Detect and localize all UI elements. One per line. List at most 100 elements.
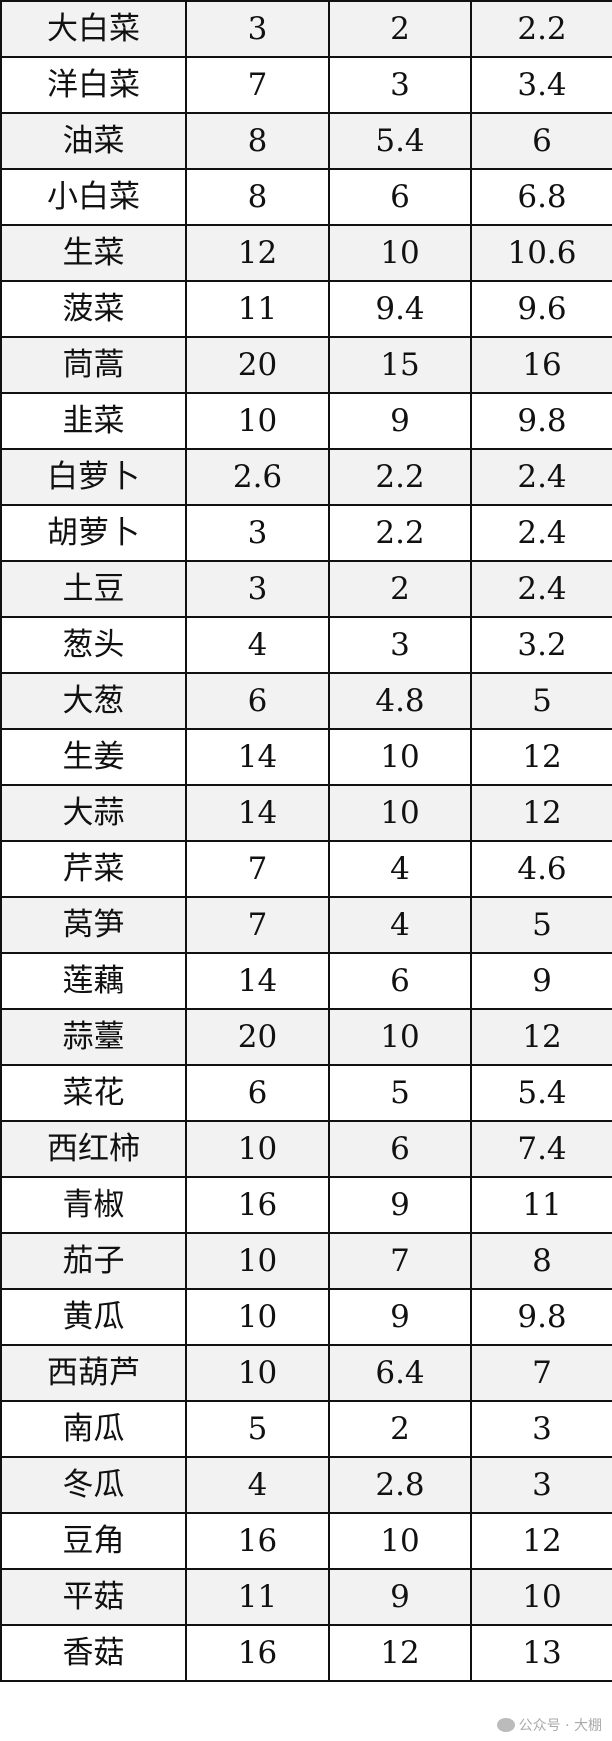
value-2-cell: 3	[328, 56, 472, 114]
table-row: 白萝卜 2.6 2.2 2.4	[0, 448, 612, 506]
vegetable-name-cell: 蒜薹	[0, 1008, 187, 1066]
value-1-cell: 8	[185, 168, 330, 226]
value-2-cell: 3	[328, 616, 472, 674]
table-row: 黄瓜 10 9 9.8	[0, 1288, 612, 1346]
vegetable-name-cell: 大白菜	[0, 0, 187, 58]
value-3-cell: 12	[470, 784, 612, 842]
vegetable-name-cell: 菜花	[0, 1064, 187, 1122]
value-3-cell: 16	[470, 336, 612, 394]
vegetable-name-cell: 生菜	[0, 224, 187, 282]
value-2-cell: 4	[328, 896, 472, 954]
value-1-cell: 2.6	[185, 448, 330, 506]
value-1-cell: 7	[185, 896, 330, 954]
value-3-cell: 10.6	[470, 224, 612, 282]
table-row: 莲藕 14 6 9	[0, 952, 612, 1010]
vegetable-name-cell: 洋白菜	[0, 56, 187, 114]
value-1-cell: 11	[185, 280, 330, 338]
value-2-cell: 10	[328, 784, 472, 842]
value-3-cell: 5	[470, 672, 612, 730]
value-3-cell: 2.4	[470, 504, 612, 562]
value-1-cell: 16	[185, 1624, 330, 1682]
table-row: 西红柿 10 6 7.4	[0, 1120, 612, 1178]
value-1-cell: 7	[185, 56, 330, 114]
value-1-cell: 20	[185, 1008, 330, 1066]
value-1-cell: 6	[185, 672, 330, 730]
table-row: 香菇 16 12 13	[0, 1624, 612, 1682]
table-row: 茄子 10 7 8	[0, 1232, 612, 1290]
value-1-cell: 14	[185, 784, 330, 842]
value-3-cell: 9.8	[470, 392, 612, 450]
value-3-cell: 12	[470, 1512, 612, 1570]
value-3-cell: 2.4	[470, 448, 612, 506]
value-1-cell: 8	[185, 112, 330, 170]
value-3-cell: 9	[470, 952, 612, 1010]
value-1-cell: 3	[185, 560, 330, 618]
vegetable-name-cell: 茼蒿	[0, 336, 187, 394]
table-row: 菜花 6 5 5.4	[0, 1064, 612, 1122]
table-row: 生姜 14 10 12	[0, 728, 612, 786]
vegetable-name-cell: 芹菜	[0, 840, 187, 898]
value-2-cell: 2	[328, 560, 472, 618]
value-3-cell: 2.2	[470, 0, 612, 58]
value-3-cell: 3.2	[470, 616, 612, 674]
value-1-cell: 16	[185, 1176, 330, 1234]
value-2-cell: 6	[328, 168, 472, 226]
table-row: 西葫芦 10 6.4 7	[0, 1344, 612, 1402]
value-1-cell: 4	[185, 616, 330, 674]
vegetable-name-cell: 香菇	[0, 1624, 187, 1682]
value-1-cell: 7	[185, 840, 330, 898]
vegetable-name-cell: 菠菜	[0, 280, 187, 338]
value-1-cell: 10	[185, 1288, 330, 1346]
value-2-cell: 2.2	[328, 448, 472, 506]
value-2-cell: 2	[328, 1400, 472, 1458]
vegetable-name-cell: 韭菜	[0, 392, 187, 450]
vegetable-price-table: 大白菜 3 2 2.2 洋白菜 7 3 3.4 油菜 8 5.4 6 小白菜 8 6 6.8 生菜 12 10 10.…	[0, 0, 612, 1682]
value-1-cell: 11	[185, 1568, 330, 1626]
vegetable-name-cell: 青椒	[0, 1176, 187, 1234]
table-row: 葱头 4 3 3.2	[0, 616, 612, 674]
table-row: 油菜 8 5.4 6	[0, 112, 612, 170]
value-3-cell: 3	[470, 1456, 612, 1514]
value-2-cell: 2.8	[328, 1456, 472, 1514]
value-1-cell: 12	[185, 224, 330, 282]
vegetable-name-cell: 黄瓜	[0, 1288, 187, 1346]
vegetable-name-cell: 油菜	[0, 112, 187, 170]
table-row: 大白菜 3 2 2.2	[0, 0, 612, 58]
table-row: 平菇 11 9 10	[0, 1568, 612, 1626]
value-3-cell: 8	[470, 1232, 612, 1290]
table-row: 南瓜 5 2 3	[0, 1400, 612, 1458]
value-1-cell: 14	[185, 728, 330, 786]
value-3-cell: 6	[470, 112, 612, 170]
watermark: 公众号 · 大棚	[496, 1715, 602, 1735]
value-3-cell: 11	[470, 1176, 612, 1234]
vegetable-name-cell: 葱头	[0, 616, 187, 674]
vegetable-name-cell: 莲藕	[0, 952, 187, 1010]
vegetable-name-cell: 西葫芦	[0, 1344, 187, 1402]
value-1-cell: 10	[185, 392, 330, 450]
table-row: 莴笋 7 4 5	[0, 896, 612, 954]
value-2-cell: 6.4	[328, 1344, 472, 1402]
value-3-cell: 7.4	[470, 1120, 612, 1178]
vegetable-name-cell: 豆角	[0, 1512, 187, 1570]
value-2-cell: 10	[328, 728, 472, 786]
table-row: 小白菜 8 6 6.8	[0, 168, 612, 226]
wechat-icon	[496, 1718, 515, 1732]
value-2-cell: 2.2	[328, 504, 472, 562]
table-row: 菠菜 11 9.4 9.6	[0, 280, 612, 338]
vegetable-name-cell: 冬瓜	[0, 1456, 187, 1514]
value-3-cell: 3.4	[470, 56, 612, 114]
value-2-cell: 6	[328, 952, 472, 1010]
value-1-cell: 10	[185, 1344, 330, 1402]
vegetable-name-cell: 大葱	[0, 672, 187, 730]
value-2-cell: 4	[328, 840, 472, 898]
table-row: 芹菜 7 4 4.6	[0, 840, 612, 898]
value-2-cell: 9	[328, 392, 472, 450]
value-3-cell: 9.8	[470, 1288, 612, 1346]
value-2-cell: 5.4	[328, 112, 472, 170]
vegetable-name-cell: 小白菜	[0, 168, 187, 226]
watermark-text: 公众号 · 大棚	[518, 1718, 602, 1734]
value-3-cell: 10	[470, 1568, 612, 1626]
value-2-cell: 9	[328, 1288, 472, 1346]
vegetable-name-cell: 平菇	[0, 1568, 187, 1626]
table-row: 蒜薹 20 10 12	[0, 1008, 612, 1066]
